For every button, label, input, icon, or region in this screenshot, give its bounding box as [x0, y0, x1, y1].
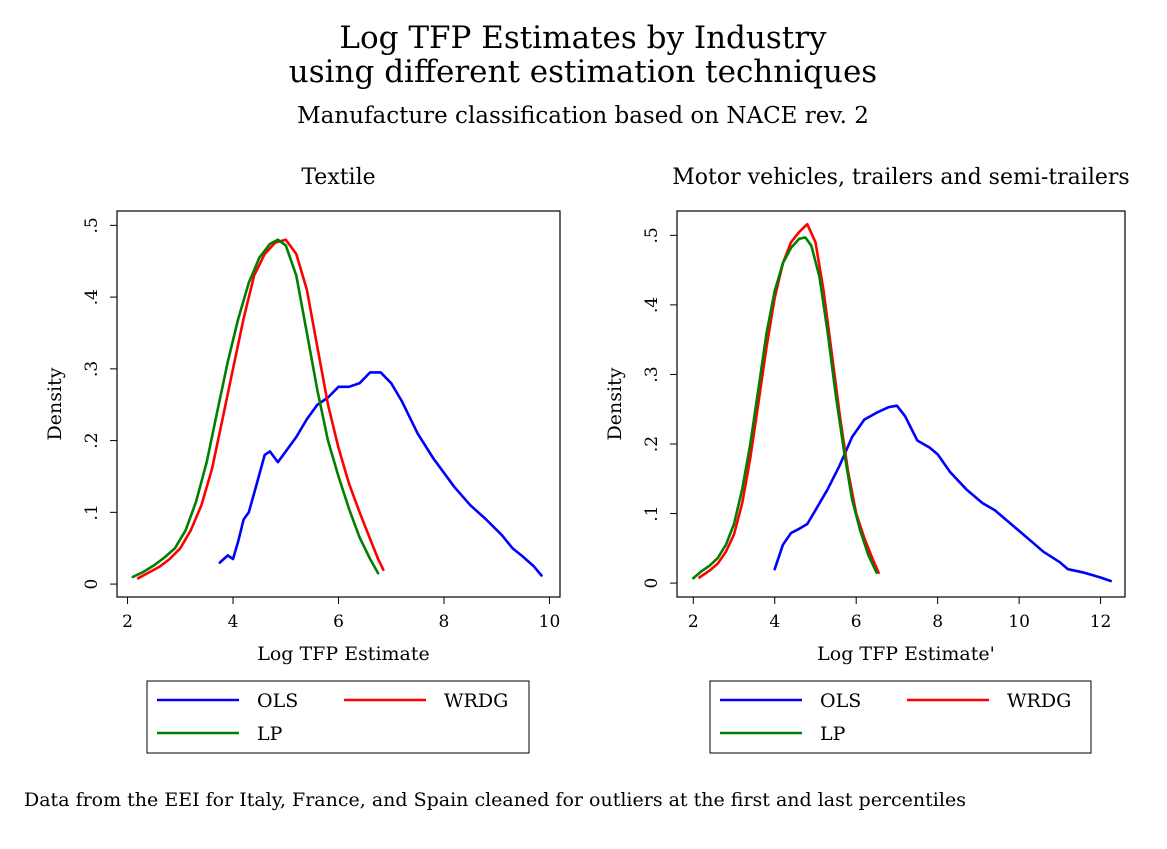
- series-line-wrdg: [698, 222, 880, 579]
- y-tick-label: .4: [642, 297, 662, 313]
- legend-box: [146, 680, 530, 754]
- y-tick-label: .5: [642, 227, 662, 243]
- x-axis-label: Log TFP Estimate: [257, 643, 430, 665]
- y-tick-label: .4: [82, 289, 102, 305]
- figure-title-line1: Log TFP Estimates by Industry: [339, 20, 827, 56]
- series-line-lp: [131, 238, 380, 579]
- plot-frame: [116, 210, 561, 598]
- panel-title: Textile: [301, 165, 375, 190]
- y-tick-label: .3: [642, 366, 662, 382]
- chart-panel-2: Motor vehicles, trailers and semi-traile…: [604, 165, 1130, 754]
- x-tick-label: 8: [932, 612, 943, 632]
- x-tick-label: 2: [688, 612, 699, 632]
- x-tick-label: 6: [333, 612, 344, 632]
- x-tick-label: 2: [122, 612, 133, 632]
- series-line-ols: [773, 404, 1112, 583]
- figure-note: Data from the EEI for Italy, France, and…: [24, 789, 966, 811]
- legend-label-ols: OLS: [257, 690, 298, 712]
- y-tick-label: .1: [642, 505, 662, 521]
- legend-box: [709, 680, 1092, 754]
- y-tick-label: .2: [642, 436, 662, 452]
- x-tick-label: 12: [1090, 612, 1112, 632]
- figure-title-line2: using different estimation techniques: [289, 54, 877, 90]
- legend-label-ols: OLS: [820, 690, 861, 712]
- x-axis-label: Log TFP Estimate': [817, 643, 995, 665]
- panel-title: Motor vehicles, trailers and semi-traile…: [672, 165, 1129, 190]
- y-axis-label: Density: [44, 367, 66, 440]
- legend-label-wrdg: WRDG: [1007, 690, 1071, 712]
- figure-subtitle: Manufacture classification based on NACE…: [297, 103, 869, 129]
- x-tick-label: 4: [769, 612, 780, 632]
- x-tick-label: 10: [1008, 612, 1030, 632]
- legend: OLS WRDG LP: [146, 680, 530, 754]
- y-tick-label: .1: [82, 504, 102, 520]
- series-line-ols: [218, 371, 543, 577]
- x-tick-label: 8: [439, 612, 450, 632]
- y-tick-label: 0: [642, 578, 662, 589]
- legend-label-lp: LP: [257, 723, 283, 745]
- chart-panel-1: Textile 2 4 6 8 10 0 .1 .2 .3 .4 .5 Log TFP Estimate…: [44, 165, 561, 754]
- y-axis-label: Density: [604, 367, 626, 440]
- legend-label-lp: LP: [820, 723, 846, 745]
- y-tick-label: 0: [82, 579, 102, 590]
- series-line-wrdg: [136, 238, 385, 580]
- legend: OLS WRDG LP: [709, 680, 1092, 754]
- legend-label-wrdg: WRDG: [444, 690, 508, 712]
- chart-panels: Textile 2 4 6 8 10 0 .1 .2 .3 .4 .5 Log TFP Estimate…: [44, 165, 1130, 754]
- y-tick-label: .3: [82, 361, 102, 377]
- y-tick-label: .5: [82, 217, 102, 233]
- plot-frame: [676, 210, 1126, 598]
- x-tick-label: 4: [228, 612, 239, 632]
- x-tick-label: 10: [539, 612, 561, 632]
- x-tick-label: 6: [851, 612, 862, 632]
- series-line-lp: [692, 236, 878, 580]
- y-tick-label: .2: [82, 432, 102, 448]
